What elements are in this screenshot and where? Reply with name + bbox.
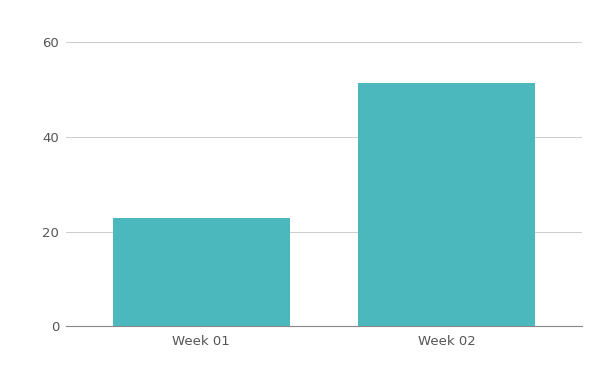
Bar	[113, 217, 290, 326]
Bar	[358, 82, 535, 326]
